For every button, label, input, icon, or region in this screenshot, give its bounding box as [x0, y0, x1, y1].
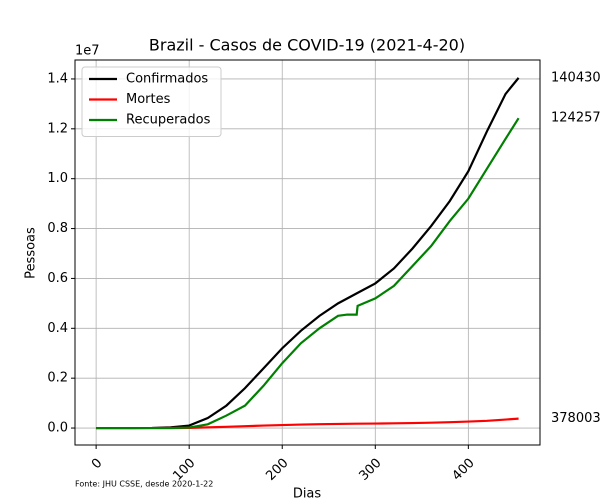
legend-label: Recuperados — [126, 113, 211, 128]
y-tick-label: 0.2 — [47, 371, 68, 386]
y-tick-label: 0.4 — [47, 321, 68, 336]
y-tick-label: 0.8 — [47, 221, 68, 236]
legend-label: Mortes — [126, 92, 171, 107]
y-axis-label: Pessoas — [24, 227, 39, 279]
end-label: 124257 — [551, 111, 600, 126]
y-tick-label: 1.4 — [47, 71, 68, 86]
chart-title: Brazil - Casos de COVID-19 (2021-4-20) — [149, 36, 465, 55]
x-tick-label: 200 — [263, 456, 291, 484]
x-tick-label: 0 — [89, 456, 105, 472]
y-tick-label: 1.2 — [47, 121, 68, 136]
end-label: 140430 — [551, 70, 600, 85]
legend-label: Confirmados — [126, 72, 208, 87]
series-line — [96, 117, 520, 430]
end-label: 378003 — [551, 411, 600, 426]
y-tick-label: 0.6 — [47, 271, 68, 286]
x-tick-label: 300 — [356, 456, 384, 484]
plot-frame — [74, 59, 541, 446]
y-offset-label: 1e7 — [75, 44, 100, 59]
y-tick-label: 1.0 — [47, 171, 68, 186]
x-tick-label: 400 — [449, 456, 477, 484]
source-note: Fonte: JHU CSSE, desde 2020-1-22 — [75, 480, 213, 489]
y-tick-label: 0.0 — [47, 421, 68, 436]
x-axis-label: Dias — [293, 487, 322, 500]
